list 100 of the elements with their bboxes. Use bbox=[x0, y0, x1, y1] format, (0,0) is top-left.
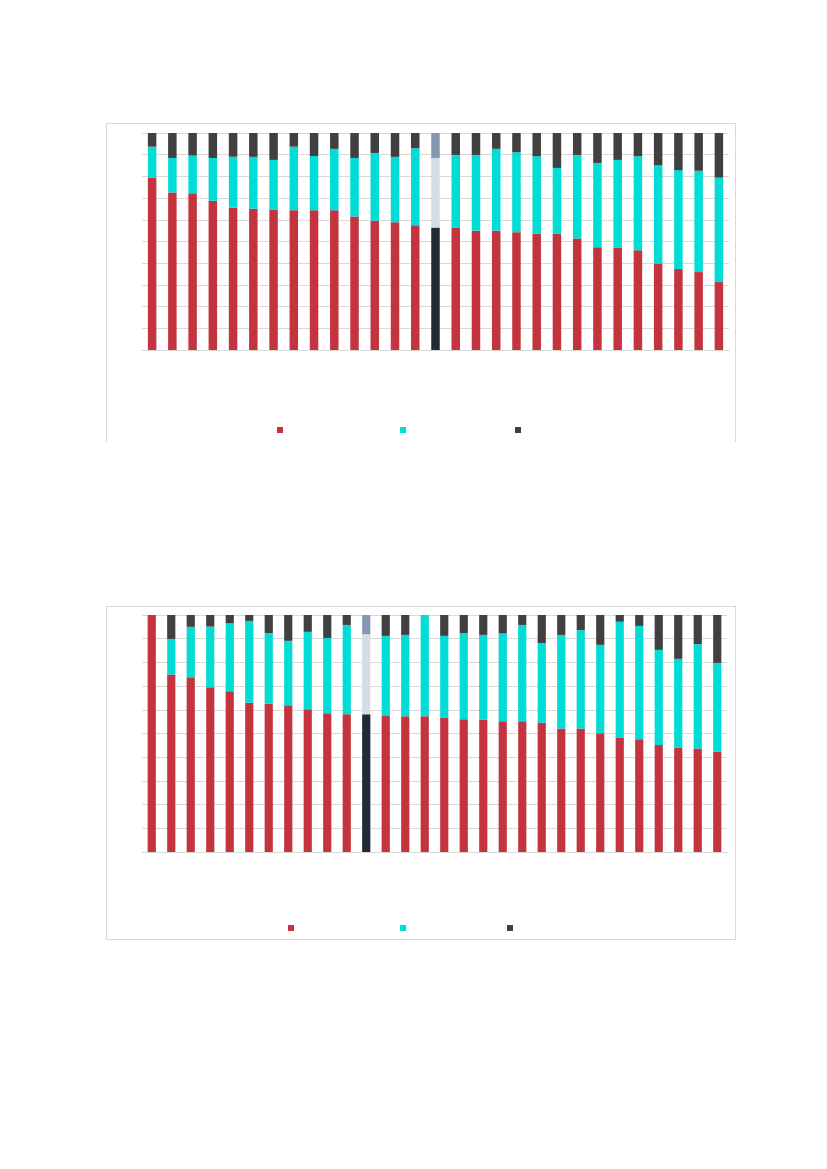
bar bbox=[491, 230, 501, 350]
bar bbox=[459, 719, 468, 852]
bar bbox=[537, 615, 546, 643]
bar bbox=[147, 133, 157, 147]
bar bbox=[303, 709, 312, 852]
bar bbox=[167, 615, 176, 639]
bar bbox=[168, 133, 177, 158]
bar bbox=[596, 733, 605, 852]
bar bbox=[653, 133, 663, 166]
bar bbox=[557, 728, 566, 852]
bar bbox=[284, 615, 293, 641]
bar bbox=[206, 615, 215, 627]
bar bbox=[635, 739, 644, 852]
bar bbox=[289, 210, 299, 350]
bar bbox=[572, 133, 582, 155]
bar bbox=[264, 615, 273, 634]
bar bbox=[593, 162, 602, 248]
bar bbox=[147, 177, 157, 350]
bar bbox=[411, 225, 420, 350]
bar bbox=[714, 282, 724, 350]
bar bbox=[491, 148, 501, 231]
bar bbox=[694, 170, 703, 273]
bar bbox=[635, 625, 644, 740]
bar bbox=[342, 615, 351, 625]
bar bbox=[167, 638, 176, 675]
bar bbox=[714, 177, 724, 283]
bar bbox=[390, 222, 400, 350]
bar bbox=[593, 133, 602, 163]
bar bbox=[459, 615, 468, 634]
bar bbox=[225, 615, 234, 624]
bar bbox=[440, 635, 449, 718]
bar bbox=[228, 207, 238, 350]
bar bbox=[186, 626, 195, 678]
bar bbox=[309, 133, 319, 156]
bar bbox=[168, 157, 177, 193]
bar bbox=[370, 220, 380, 350]
bar bbox=[362, 615, 371, 635]
bar bbox=[635, 615, 644, 626]
bar bbox=[264, 703, 273, 852]
bar bbox=[714, 133, 724, 178]
bar bbox=[615, 615, 624, 622]
bar bbox=[289, 133, 299, 147]
bar bbox=[188, 193, 197, 350]
bar bbox=[633, 156, 643, 251]
bar bbox=[633, 250, 643, 350]
bar bbox=[249, 208, 258, 350]
bar bbox=[552, 167, 562, 234]
bar bbox=[674, 615, 683, 659]
bar bbox=[512, 232, 521, 350]
bar bbox=[228, 156, 238, 208]
bar bbox=[674, 269, 683, 350]
bar bbox=[518, 624, 527, 722]
bar bbox=[381, 615, 390, 636]
bar bbox=[576, 728, 585, 852]
bar bbox=[552, 133, 562, 168]
bar bbox=[411, 148, 420, 226]
bar bbox=[593, 247, 602, 350]
bar bbox=[225, 623, 234, 692]
bar bbox=[518, 615, 527, 625]
bar bbox=[381, 715, 390, 852]
bar bbox=[330, 148, 339, 211]
bar bbox=[674, 170, 683, 270]
bar bbox=[390, 133, 400, 157]
bar bbox=[576, 615, 585, 631]
bar bbox=[498, 721, 507, 852]
bar bbox=[654, 745, 663, 852]
bar bbox=[264, 633, 273, 704]
bar bbox=[512, 133, 521, 153]
bar bbox=[370, 152, 380, 221]
bar bbox=[342, 624, 351, 715]
bar bbox=[330, 133, 339, 149]
bar bbox=[613, 133, 622, 160]
bar bbox=[350, 133, 359, 158]
bar bbox=[269, 133, 278, 160]
bar bbox=[401, 615, 410, 635]
bar bbox=[206, 626, 215, 688]
bar bbox=[228, 133, 238, 157]
bar bbox=[451, 154, 460, 228]
bar bbox=[512, 152, 521, 233]
bar bbox=[249, 156, 258, 209]
bar bbox=[401, 634, 410, 717]
bar bbox=[653, 165, 663, 265]
bar bbox=[713, 615, 722, 663]
bar bbox=[615, 737, 624, 852]
bar bbox=[613, 159, 622, 248]
bar bbox=[208, 157, 218, 201]
bar bbox=[350, 157, 359, 217]
bar bbox=[479, 634, 488, 720]
bar bbox=[440, 717, 449, 852]
bar bbox=[693, 748, 702, 852]
bar bbox=[309, 156, 319, 211]
bar bbox=[654, 615, 663, 650]
bar bbox=[633, 133, 643, 157]
bar bbox=[147, 615, 156, 852]
bar bbox=[576, 630, 585, 729]
bar bbox=[147, 146, 157, 178]
bar bbox=[596, 615, 605, 645]
bar bbox=[350, 216, 359, 350]
bar bbox=[653, 264, 663, 350]
bar bbox=[323, 615, 332, 638]
